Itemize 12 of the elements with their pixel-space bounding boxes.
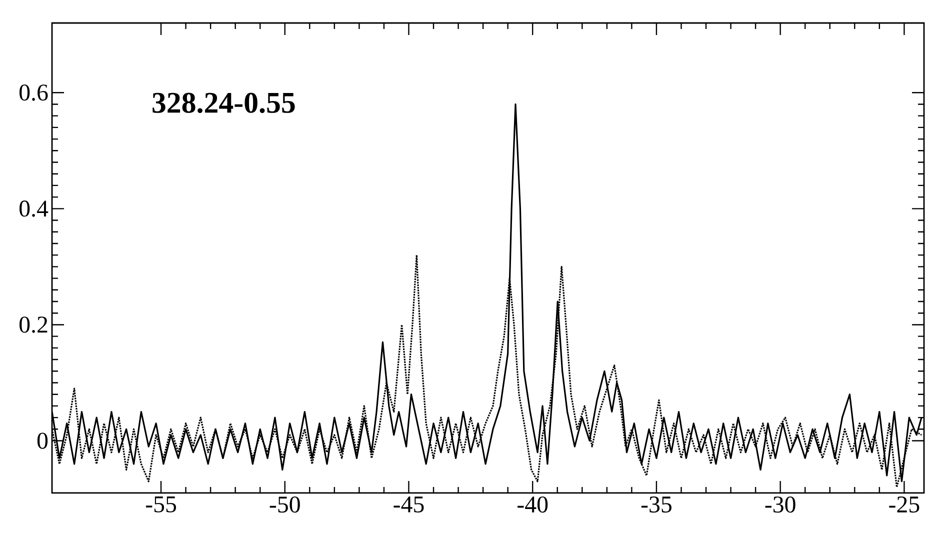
x-tick-label: -30 (765, 496, 796, 513)
y-tick-label: 0.4 (20, 200, 48, 217)
y-tick-label: 0.6 (20, 84, 48, 101)
x-tick-label: -25 (889, 496, 920, 513)
x-tick-label: -45 (394, 496, 424, 512)
y-tick-label: 0 (37, 432, 48, 449)
annotation: 328.24-0.55 (152, 92, 295, 114)
x-tick-label: -50 (270, 496, 300, 513)
y-tick-label: 0.2 (20, 316, 48, 333)
x-tick-label: -55 (146, 496, 176, 512)
x-tick-label: -40 (518, 496, 548, 513)
x-tick-label: -35 (641, 496, 672, 513)
